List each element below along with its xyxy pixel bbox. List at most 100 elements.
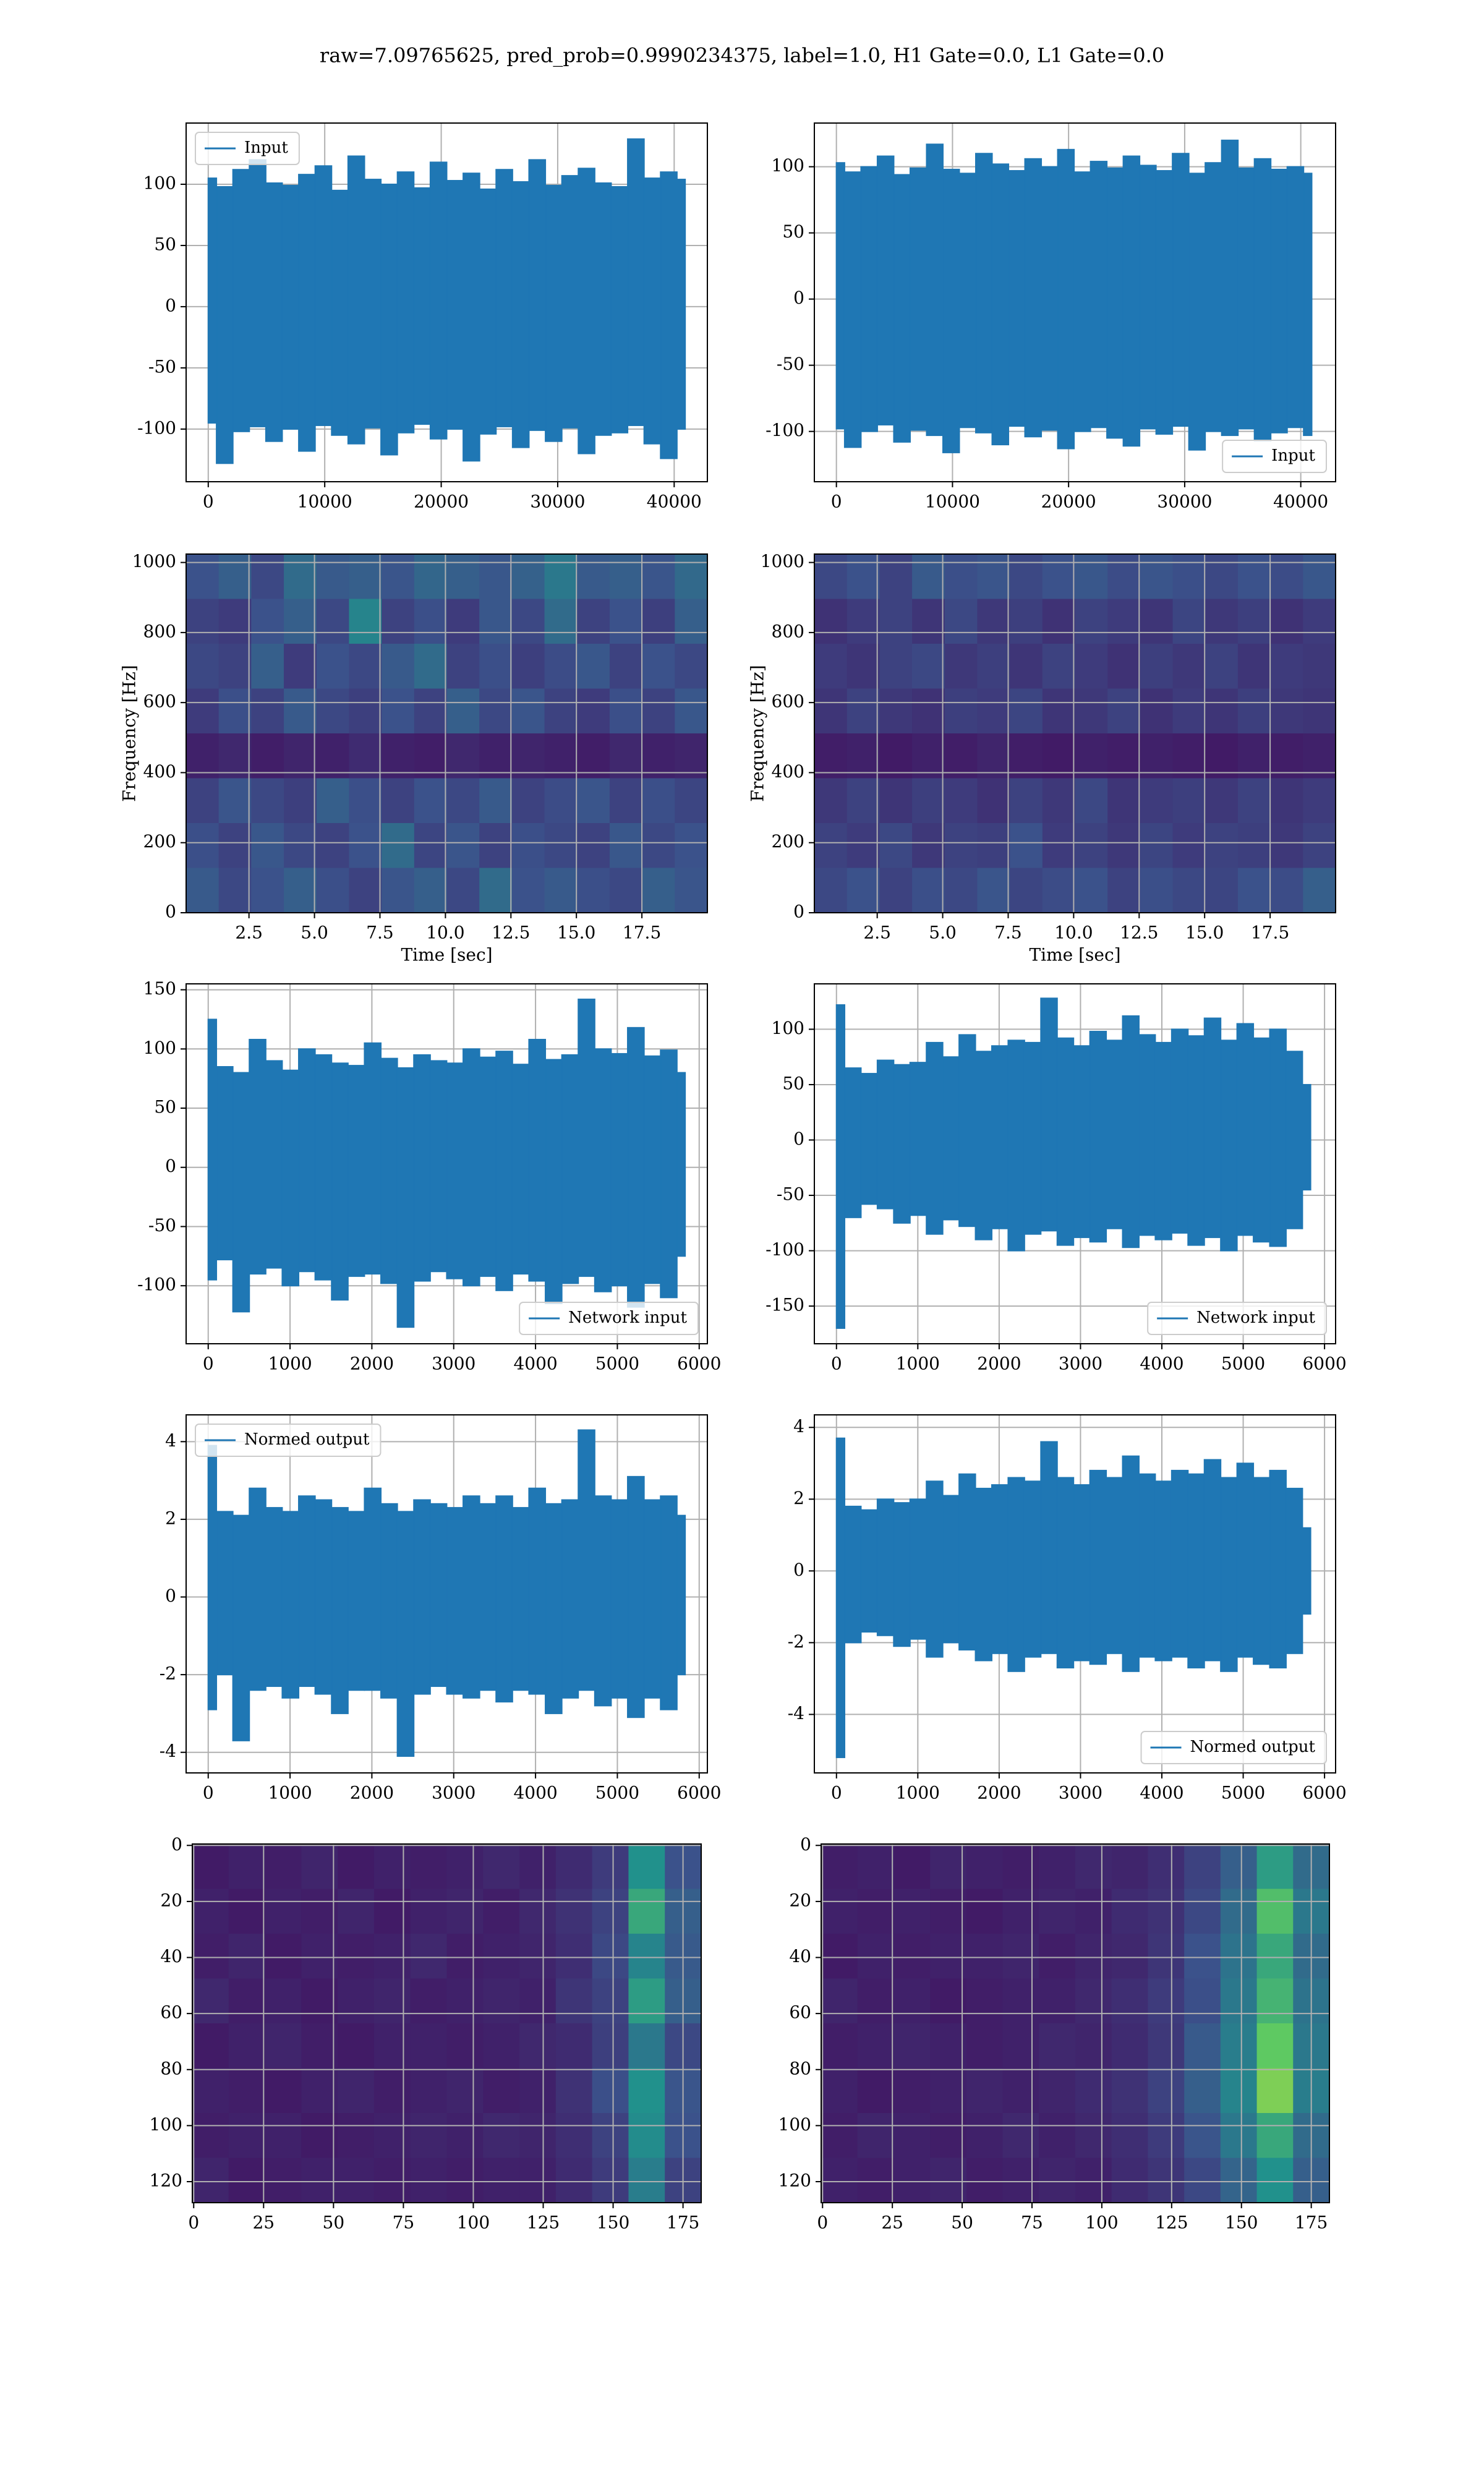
- axes-frame: [186, 122, 708, 482]
- heatmap-cell: [1042, 868, 1076, 913]
- heatmap-cell: [1042, 823, 1076, 869]
- heatmap-cell: [1237, 644, 1271, 689]
- signal-range: [1056, 1037, 1075, 1246]
- heatmap-cell: [930, 1978, 967, 2024]
- signal-range: [660, 171, 678, 459]
- heatmap-cell: [218, 733, 252, 779]
- heatmap-cell: [912, 644, 945, 689]
- heatmap-cell: [1184, 1889, 1221, 1934]
- heatmap-cell: [479, 554, 513, 600]
- heatmap-cell: [1237, 599, 1271, 644]
- heatmap-cell: [675, 644, 707, 689]
- plot-area: [814, 1415, 1336, 1773]
- x-tick-label: 20000: [1041, 492, 1096, 512]
- heatmap-cell: [1237, 688, 1271, 734]
- heatmap-cell: [338, 1889, 375, 1934]
- heatmap-cell: [893, 1844, 931, 1890]
- heatmap-cell: [893, 2158, 931, 2203]
- heatmap-cell: [555, 2068, 593, 2114]
- heatmap-cell: [1039, 2158, 1076, 2203]
- plot-area: [192, 1844, 701, 2203]
- legend: Network input: [519, 1302, 699, 1335]
- subplot: 0 1000 2000 3000 4000 5000 6000 -4 -2 0 2 4 Normed o…: [160, 1414, 721, 1803]
- heatmap-cell: [382, 733, 415, 779]
- heatmap-cell: [483, 2068, 520, 2114]
- heatmap-cell: [555, 1844, 593, 1890]
- x-tick-label: 5000: [595, 1783, 639, 1803]
- heatmap-cell: [1039, 1844, 1076, 1890]
- signal-range: [1007, 1039, 1025, 1252]
- heatmap-cell: [301, 1934, 338, 1979]
- signal-range: [232, 1514, 250, 1741]
- legend-label: Input: [244, 139, 288, 157]
- y-tick-label: 200: [143, 831, 176, 852]
- heatmap-cell: [284, 554, 317, 600]
- heatmap-cell: [814, 688, 848, 734]
- signal-range: [561, 1054, 579, 1284]
- x-tick-label: 4000: [1140, 1354, 1183, 1374]
- heatmap-cell: [186, 868, 220, 913]
- x-tick-label: 0: [203, 492, 214, 512]
- x-tick-label: 3000: [1059, 1354, 1102, 1374]
- signal-range: [347, 1065, 365, 1277]
- heatmap-cell: [446, 599, 480, 644]
- heatmap-cell: [1303, 644, 1336, 689]
- signal-range: [627, 1475, 645, 1718]
- heatmap-cell: [857, 1934, 895, 1979]
- heatmap-cell: [414, 823, 448, 869]
- heatmap-cell: [1111, 2158, 1149, 2203]
- signal-range: [446, 1062, 464, 1279]
- subplot: 0 1000 2000 3000 4000 5000 6000 -150 -100 -50 0 50 1…: [765, 983, 1347, 1374]
- heatmap-cell: [373, 1889, 411, 1934]
- heatmap-cell: [930, 1844, 967, 1890]
- heatmap-cell: [373, 1934, 411, 1979]
- heatmap-cell: [944, 778, 978, 824]
- heatmap-cell: [912, 823, 945, 869]
- signal-range: [660, 1049, 678, 1299]
- x-tick-label: 3000: [432, 1354, 475, 1374]
- x-tick-label: 175: [667, 2213, 699, 2233]
- heatmap-cell: [821, 1978, 858, 2024]
- heatmap-cell: [1010, 688, 1043, 734]
- heatmap-cell: [373, 1844, 411, 1890]
- x-tick-label: 6000: [1302, 1354, 1346, 1374]
- signal-range: [298, 1048, 316, 1273]
- heatmap-cell: [1303, 778, 1336, 824]
- heatmap-cell: [1002, 1978, 1039, 2024]
- heatmap-cell: [1002, 2113, 1039, 2159]
- heatmap-cell: [846, 823, 880, 869]
- x-tick-label: 50: [951, 2213, 973, 2233]
- signal-range: [1122, 155, 1141, 447]
- heatmap-cell: [675, 554, 707, 600]
- signal-range: [1139, 164, 1157, 430]
- heatmap-cell: [1270, 599, 1303, 644]
- signal-range: [893, 1064, 911, 1224]
- y-tick-label: 50: [782, 221, 804, 242]
- heatmap-cell: [511, 778, 545, 824]
- heatmap-cell: [511, 554, 545, 600]
- signal-range: [429, 161, 448, 440]
- heatmap-cell: [1010, 778, 1043, 824]
- axes-frame: [186, 553, 708, 913]
- signal-range: [495, 1051, 513, 1291]
- signal-range: [1285, 1487, 1303, 1654]
- x-axis-label: Time [sec]: [1029, 945, 1120, 965]
- heatmap-cell: [1205, 823, 1239, 869]
- heatmap-cell: [316, 778, 350, 824]
- legend-box: [195, 1424, 382, 1457]
- heatmap-cell: [609, 733, 643, 779]
- y-tick-label: 20: [160, 1890, 182, 1910]
- signal-range: [446, 1507, 464, 1695]
- data-layer: [186, 554, 707, 913]
- y-tick-label: 60: [160, 2002, 182, 2023]
- heatmap-cell: [251, 823, 284, 869]
- heatmap-cell: [301, 1889, 338, 1934]
- heatmap-cell: [912, 733, 945, 779]
- heatmap-cell: [1256, 1844, 1294, 1890]
- heatmap-cell: [338, 2113, 375, 2159]
- heatmap-cell: [479, 688, 513, 734]
- heatmap-cell: [1002, 1889, 1039, 1934]
- heatmap-cell: [410, 1844, 448, 1890]
- heatmap-cell: [628, 1934, 665, 1979]
- x-tick-label: 1000: [896, 1783, 940, 1803]
